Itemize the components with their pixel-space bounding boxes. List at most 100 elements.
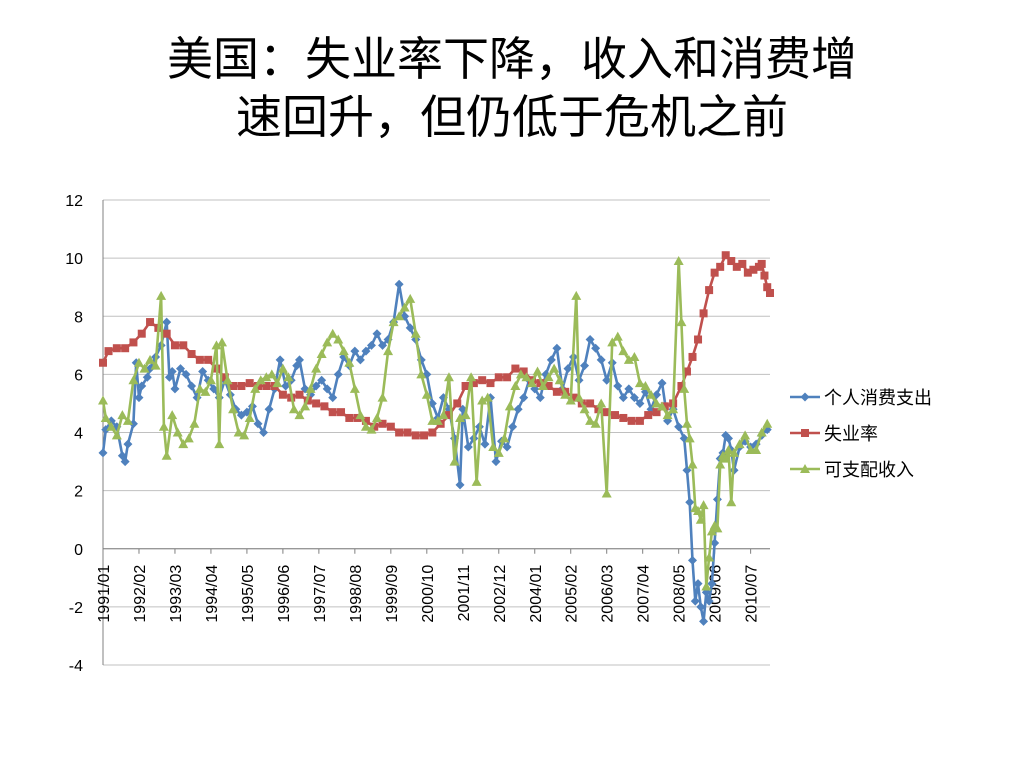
legend-label-1: 个人消费支出 xyxy=(824,388,932,409)
y-tick-label: -2 xyxy=(69,600,83,617)
data-point-2 xyxy=(378,419,387,428)
data-point-3 xyxy=(560,389,571,399)
data-point-2 xyxy=(444,411,453,420)
data-point-3 xyxy=(662,410,673,420)
data-point-2 xyxy=(361,416,370,425)
data-point-3 xyxy=(145,354,156,364)
data-point-1 xyxy=(699,616,709,626)
data-point-1 xyxy=(491,457,501,467)
data-point-3 xyxy=(333,334,344,344)
x-tick-label: 2004/01 xyxy=(528,565,545,623)
data-point-3 xyxy=(590,418,601,428)
data-point-3 xyxy=(156,290,167,300)
x-tick-label: 2001/11 xyxy=(456,565,473,622)
data-point-3 xyxy=(751,444,762,454)
data-point-2 xyxy=(112,344,121,353)
data-point-2 xyxy=(204,355,213,364)
data-point-2 xyxy=(486,379,495,388)
legend-marker-1 xyxy=(800,392,810,402)
data-point-2 xyxy=(220,373,229,382)
data-point-3 xyxy=(612,331,623,341)
data-point-2 xyxy=(170,341,179,350)
data-point-3 xyxy=(399,302,410,312)
data-point-3 xyxy=(460,410,471,420)
data-point-2 xyxy=(749,265,758,274)
data-point-1 xyxy=(508,422,518,432)
data-point-2 xyxy=(312,399,321,408)
data-point-1 xyxy=(535,393,545,403)
data-point-1 xyxy=(209,384,219,394)
data-point-1 xyxy=(259,428,269,437)
y-tick-label: 0 xyxy=(74,542,83,559)
data-point-2 xyxy=(137,329,146,338)
data-point-2 xyxy=(104,347,113,356)
data-point-3 xyxy=(133,357,144,367)
data-point-2 xyxy=(262,382,271,390)
data-point-3 xyxy=(706,526,717,536)
data-point-2 xyxy=(766,289,774,297)
data-point-3 xyxy=(645,389,656,399)
data-point-3 xyxy=(618,346,629,356)
data-point-3 xyxy=(189,418,200,428)
data-point-1 xyxy=(596,355,606,365)
data-point-3 xyxy=(532,366,543,376)
data-point-3 xyxy=(117,410,128,420)
title-line-2: 速回升，但仍低于危机之前 xyxy=(236,90,788,144)
data-point-3 xyxy=(383,346,394,356)
data-point-3 xyxy=(217,337,228,347)
data-point-1 xyxy=(552,343,562,353)
data-point-2 xyxy=(478,376,487,385)
data-point-3 xyxy=(355,410,366,420)
data-point-1 xyxy=(394,279,404,289)
data-point-3 xyxy=(228,404,239,414)
data-point-3 xyxy=(261,372,272,382)
data-point-3 xyxy=(122,415,133,425)
data-point-2 xyxy=(721,251,730,260)
data-point-3 xyxy=(695,514,706,524)
data-point-3 xyxy=(455,412,466,422)
data-point-2 xyxy=(536,379,545,388)
data-point-3 xyxy=(172,427,183,437)
data-point-1 xyxy=(162,317,172,327)
data-point-3 xyxy=(657,401,668,411)
data-point-3 xyxy=(715,459,726,469)
data-point-3 xyxy=(740,430,751,440)
data-point-1 xyxy=(134,393,144,403)
legend-label-2: 失业率 xyxy=(824,424,878,445)
data-point-1 xyxy=(181,369,191,379)
data-point-3 xyxy=(526,378,537,388)
y-tick-label: 6 xyxy=(74,367,83,384)
data-point-3 xyxy=(233,427,244,437)
data-point-1 xyxy=(546,355,556,365)
data-point-1 xyxy=(317,375,327,385)
data-point-1 xyxy=(405,323,415,333)
data-point-3 xyxy=(349,383,360,393)
data-point-3 xyxy=(596,398,607,408)
x-tick-label: 2000/10 xyxy=(420,565,437,623)
data-point-2 xyxy=(627,416,636,425)
data-point-2 xyxy=(602,408,611,417)
data-point-3 xyxy=(316,349,327,359)
data-point-3 xyxy=(466,372,477,382)
data-point-3 xyxy=(681,418,692,428)
data-point-3 xyxy=(139,363,150,373)
data-point-2 xyxy=(652,408,661,417)
data-point-3 xyxy=(98,395,108,405)
data-point-2 xyxy=(694,335,703,344)
data-point-3 xyxy=(167,410,178,420)
data-point-1 xyxy=(120,457,130,467)
data-point-1 xyxy=(361,346,371,356)
data-point-3 xyxy=(388,317,399,327)
data-point-3 xyxy=(607,337,618,347)
x-tick-label: 2007/04 xyxy=(636,565,653,623)
data-point-2 xyxy=(278,390,287,399)
data-point-3 xyxy=(676,317,687,327)
data-point-2 xyxy=(245,379,254,388)
data-point-2 xyxy=(453,399,462,408)
data-point-3 xyxy=(634,378,645,388)
data-point-2 xyxy=(635,416,644,425)
x-tick-label: 1991/01 xyxy=(96,565,113,623)
x-tick-label: 1994/04 xyxy=(204,565,221,623)
data-point-2 xyxy=(688,352,697,361)
